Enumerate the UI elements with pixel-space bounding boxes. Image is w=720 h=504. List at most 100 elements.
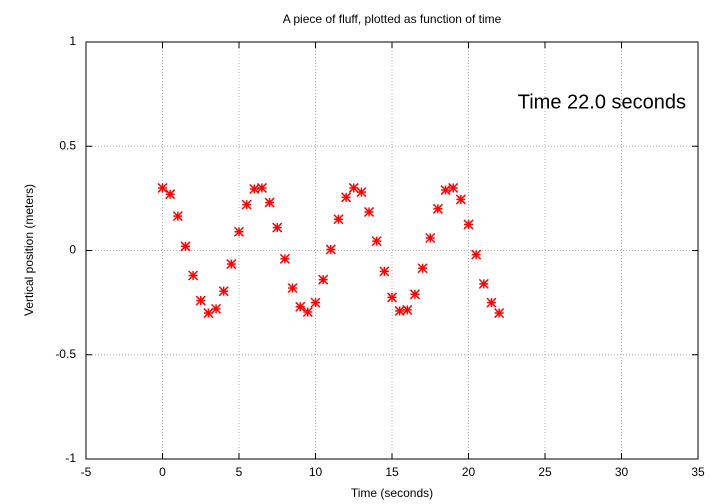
data-point <box>272 222 283 233</box>
marker-stroke <box>272 222 283 233</box>
y-axis-label: Vertical position (meters) <box>22 184 36 316</box>
marker-stroke <box>463 219 474 230</box>
chart-title: A piece of fluff, plotted as function of… <box>283 12 502 26</box>
x-tick-label: 25 <box>538 465 552 479</box>
data-point <box>379 266 390 277</box>
marker-stroke <box>455 194 466 205</box>
marker-stroke <box>218 286 229 297</box>
marker-stroke <box>402 304 413 315</box>
x-tick-label: 15 <box>385 465 399 479</box>
marker-stroke <box>486 297 497 308</box>
data-point <box>241 199 252 210</box>
data-point <box>302 306 313 318</box>
marker-stroke <box>348 182 359 193</box>
x-tick-label: -5 <box>81 465 92 479</box>
data-point <box>188 270 199 281</box>
data-point <box>157 182 168 193</box>
data-point <box>486 297 497 308</box>
data-point <box>417 263 428 274</box>
marker-stroke <box>341 192 352 203</box>
data-point <box>333 214 344 225</box>
marker-stroke <box>318 274 329 285</box>
data-point <box>409 289 420 300</box>
marker-stroke <box>295 301 306 312</box>
marker-stroke <box>371 236 382 247</box>
marker-stroke <box>302 306 313 318</box>
data-point <box>279 253 290 264</box>
data-point <box>440 185 451 196</box>
marker-stroke <box>409 289 420 300</box>
marker-stroke <box>440 185 451 196</box>
data-point <box>295 301 306 312</box>
data-point <box>325 244 336 255</box>
data-point <box>310 297 321 308</box>
data-point <box>471 249 482 260</box>
data-point <box>386 292 398 303</box>
data-point <box>494 308 505 319</box>
data-point <box>356 187 367 198</box>
marker-stroke <box>256 182 267 193</box>
annotation: Time 22.0 seconds <box>518 91 686 113</box>
marker-stroke <box>188 270 199 281</box>
data-point <box>371 236 382 247</box>
marker-stroke <box>157 182 168 193</box>
marker-stroke <box>478 278 489 289</box>
marker-stroke <box>364 206 375 217</box>
y-tick-label: 0.5 <box>59 138 76 152</box>
data-point <box>211 303 222 314</box>
marker-stroke <box>325 244 336 255</box>
data-point <box>226 259 237 270</box>
plot-frame <box>85 41 699 460</box>
data-point <box>233 226 245 237</box>
marker-stroke <box>432 203 443 214</box>
marker-stroke <box>195 295 206 306</box>
data-point <box>165 189 176 200</box>
data-point <box>463 219 474 230</box>
data-point <box>478 278 489 289</box>
data-point <box>195 295 206 306</box>
data-point <box>203 308 214 319</box>
marker-stroke <box>233 226 245 237</box>
data-point <box>455 194 466 205</box>
data-point <box>425 232 436 244</box>
data-point <box>318 274 329 285</box>
marker-stroke <box>226 259 237 270</box>
marker-stroke <box>241 199 252 210</box>
y-tick-label: -0.5 <box>55 347 76 361</box>
marker-stroke <box>287 282 298 294</box>
marker-stroke <box>264 197 275 208</box>
y-tick-label: 0 <box>69 243 76 257</box>
marker-stroke <box>425 232 436 244</box>
y-tick-label: 1 <box>69 34 76 48</box>
data-point <box>218 286 229 297</box>
x-axis-label: Time (seconds) <box>351 486 433 500</box>
marker-stroke <box>333 214 344 225</box>
x-tick-label: 10 <box>309 465 323 479</box>
marker-stroke <box>379 266 390 277</box>
marker-stroke <box>471 249 482 260</box>
data-point <box>264 197 275 208</box>
marker-stroke <box>279 253 290 264</box>
marker-stroke <box>356 187 367 198</box>
marker-stroke <box>249 183 260 195</box>
x-tick-label: 20 <box>462 465 476 479</box>
marker-stroke <box>203 308 214 319</box>
x-tick-label: 0 <box>159 465 166 479</box>
x-tick-label: 35 <box>691 465 705 479</box>
data-point <box>172 211 183 222</box>
x-tick-label: 5 <box>236 465 243 479</box>
data-point <box>402 304 413 315</box>
marker-stroke <box>310 297 321 308</box>
data-point <box>287 282 298 294</box>
marker-stroke <box>211 303 222 314</box>
marker-stroke <box>165 189 176 200</box>
data-point <box>364 206 375 217</box>
marker-stroke <box>494 308 505 319</box>
marker-stroke <box>394 305 405 316</box>
data-point <box>432 203 443 214</box>
marker-stroke <box>386 292 398 303</box>
marker-stroke <box>172 211 183 222</box>
y-tick-label: -1 <box>65 451 76 465</box>
marker-stroke <box>448 182 459 193</box>
